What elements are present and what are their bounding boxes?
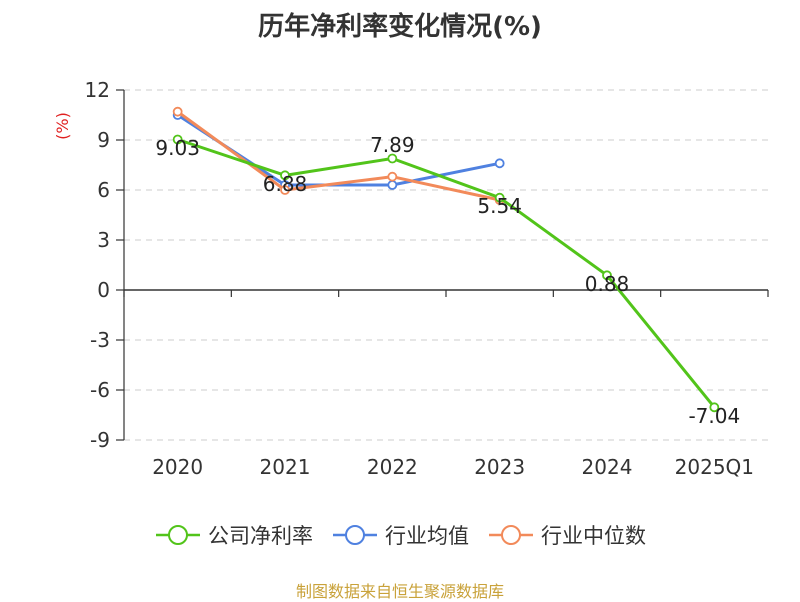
data-label: -7.04 — [688, 404, 740, 428]
data-point[interactable] — [280, 170, 290, 181]
data-point[interactable] — [709, 402, 720, 413]
data-point[interactable] — [494, 192, 505, 203]
x-tick-label: 2020 — [152, 455, 203, 479]
legend: 公司净利率 行业均值 行业中位数 — [0, 520, 800, 550]
legend-label-industry-median: 行业中位数 — [541, 524, 646, 548]
data-point[interactable] — [387, 153, 398, 164]
series-line — [177, 138, 716, 409]
legend-item-company[interactable]: 公司净利率 — [154, 520, 313, 550]
legend-label-industry-mean: 行业均值 — [385, 524, 469, 548]
x-tick-label: 2022 — [367, 455, 418, 479]
y-axis-unit: (%) — [53, 112, 72, 140]
legend-marker-company — [156, 525, 200, 545]
legend-item-industry-mean[interactable]: 行业均值 — [331, 520, 469, 550]
x-tick-label: 2021 — [260, 455, 311, 479]
data-point[interactable] — [387, 180, 398, 190]
grid-lines — [124, 89, 768, 441]
data-label: 7.89 — [370, 133, 415, 157]
chart-title: 历年净利率变化情况(%) — [258, 12, 542, 42]
data-point[interactable] — [387, 171, 398, 182]
data-point[interactable] — [602, 270, 612, 281]
legend-marker-industry-median — [489, 525, 533, 545]
data-point[interactable] — [494, 158, 505, 169]
x-tick-label: 2023 — [474, 455, 525, 479]
data-labels: 9.03 6.88 7.89 5.54 0.88 -7.04 — [155, 133, 740, 428]
series-line — [176, 110, 500, 202]
data-point[interactable] — [172, 134, 183, 145]
legend-label-company: 公司净利率 — [208, 524, 313, 548]
source-note: 制图数据来自恒生聚源数据库 — [295, 582, 504, 601]
y-tick-label: -3 — [90, 328, 110, 352]
series-line — [176, 113, 500, 187]
y-tick-label: 9 — [97, 128, 110, 152]
y-tick-label: -6 — [90, 378, 110, 402]
legend-item-industry-median[interactable]: 行业中位数 — [487, 520, 646, 550]
data-label: 6.88 — [263, 172, 308, 196]
data-point[interactable] — [280, 185, 290, 195]
series-lines — [172, 106, 720, 413]
y-tick-label: -9 — [90, 428, 110, 452]
data-label: 0.88 — [585, 272, 630, 296]
y-tick-label: 6 — [97, 178, 110, 202]
legend-marker-industry-mean — [333, 525, 377, 545]
x-tick-label: 2025Q1 — [675, 455, 754, 479]
x-tick-label: 2024 — [582, 455, 633, 479]
data-label: 5.54 — [477, 194, 522, 218]
y-tick-label: 12 — [85, 78, 110, 102]
y-tick-label: 0 — [97, 278, 110, 302]
data-label: 9.03 — [155, 136, 200, 160]
y-tick-label: 3 — [97, 228, 110, 252]
data-point[interactable] — [172, 106, 183, 117]
axes: 12 9 6 3 0 -3 -6 -9 2020 2021 2022 2023 2024 2025Q1 — [85, 78, 769, 479]
